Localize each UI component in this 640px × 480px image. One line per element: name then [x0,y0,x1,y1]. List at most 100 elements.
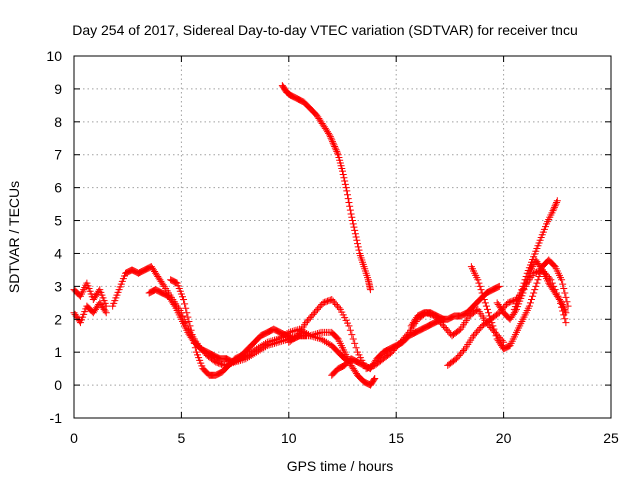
data-point [344,191,352,199]
data-point [346,206,354,214]
data-point [330,141,338,149]
data-point [368,362,376,370]
data-point [561,289,569,297]
data-point [312,307,320,315]
data-point [452,355,460,363]
data-point [455,326,463,334]
data-point [529,292,537,300]
data-point [533,279,541,287]
data-point [439,322,447,330]
data-point [187,326,195,334]
data-point [189,335,197,343]
series-arc-6 [278,82,374,294]
data-point [326,296,334,304]
data-point [535,272,543,280]
data-point [247,348,255,356]
data-point [182,304,190,312]
data-point [351,339,359,347]
data-point [531,286,539,294]
data-point [526,299,534,307]
data-point [183,309,191,317]
data-point [444,327,452,335]
data-point [438,315,446,323]
data-point [474,327,482,335]
data-point [510,297,518,305]
y-tick-label: 1 [54,344,62,360]
data-point [398,337,406,345]
data-point [349,217,357,225]
data-point [560,305,568,313]
data-point [316,302,324,310]
data-point [370,376,378,384]
data-point [339,170,347,178]
data-point [325,129,333,137]
data-point [475,279,483,287]
data-point [454,353,462,361]
data-point [392,343,400,351]
data-point [439,315,447,323]
data-point [471,330,479,338]
data-point [333,302,341,310]
data-point [458,348,466,356]
data-point [159,281,167,289]
y-tick-label: 10 [46,48,62,64]
data-point [186,322,194,330]
data-point [505,298,513,306]
series-arc-10 [510,197,561,313]
data-point [306,314,314,322]
y-tick-label: 2 [54,311,62,327]
data-point [302,319,310,327]
data-point [321,337,329,345]
data-point [308,312,316,320]
data-point [441,324,449,331]
x-tick-label: 25 [603,430,619,446]
data-point [345,322,353,330]
series-arc-2 [70,279,110,310]
data-point [170,300,178,308]
data-point [350,223,358,231]
data-point [258,342,266,350]
data-point [332,300,340,308]
series-arc-4 [145,286,355,366]
x-tick-label: 10 [281,430,297,446]
data-point [455,351,463,359]
data-point [553,198,561,206]
data-point [395,340,403,348]
data-point [184,313,192,321]
data-point [324,339,332,347]
data-point [445,328,453,336]
data-point [190,339,198,347]
data-point [489,322,497,330]
data-point [260,341,268,349]
data-point [472,328,480,336]
data-point [549,207,557,215]
data-point [553,197,561,205]
data-point [460,347,468,355]
data-point [525,302,533,310]
data-point [326,133,334,141]
data-point [346,202,354,210]
data-point [344,195,352,203]
data-point [265,338,273,346]
data-point [351,226,359,234]
data-point [404,330,412,338]
data-point [341,177,349,185]
data-point [185,317,193,325]
data-point [457,350,465,358]
data-point [328,136,336,144]
y-tick-label: 6 [54,180,62,196]
data-point [331,143,339,150]
data-point [524,272,532,280]
data-point [562,293,570,301]
data-point [353,236,361,244]
data-point [292,333,300,341]
data-point [341,180,349,188]
data-point [480,296,488,304]
data-point [364,364,372,372]
x-axis-label: GPS time / hours [287,458,394,474]
data-point [309,310,317,318]
data-point [102,302,110,310]
data-point [550,203,558,211]
x-tick-label: 15 [388,430,404,446]
